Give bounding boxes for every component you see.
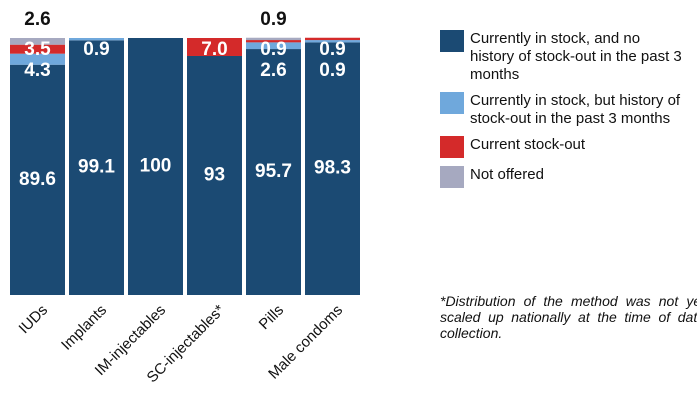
chart: 89.62.63.54.3IUDs99.10.9Implants100IM-in… [10,9,360,386]
legend-swatch [440,30,464,52]
value-label: 0.9 [83,39,109,60]
bar-segment [128,38,183,295]
value-label: 0.9 [319,60,345,81]
bar-segment [246,42,301,50]
bar-segment [246,40,301,43]
legend-label: Not offered [470,166,544,183]
bar-segment [187,38,242,56]
bar-segment [10,44,65,54]
value-label: 89.6 [19,169,56,190]
legend-label: Currently in stock, and no history of st… [470,30,682,83]
x-tick-label: Implants [58,302,110,354]
value-label: 95.7 [255,161,292,182]
legend-item: Currently in stock, and no history of st… [440,30,690,84]
x-tick-label: IUDs [16,302,52,338]
value-label: 2.6 [24,9,50,30]
legend-item: Currently in stock, but history of stock… [440,92,690,128]
bar-segment [305,42,360,295]
x-tick-label: Pills [256,302,287,333]
bar-segment [69,40,124,295]
bar-segment [246,37,301,41]
legend: Currently in stock, and no history of st… [440,30,690,196]
value-label: 2.6 [260,60,286,81]
legend-swatch [440,92,464,114]
bar-segment [10,53,65,65]
legend-swatch [440,166,464,188]
bar-segment [10,64,65,295]
bar-segment [187,55,242,295]
legend-item: Current stock-out [440,136,690,158]
bar-segment [305,40,360,43]
legend-label: Current stock-out [470,136,586,153]
value-label: 98.3 [314,158,351,179]
value-label: 7.0 [201,39,227,60]
value-label: 0.9 [260,39,286,60]
legend-item: Not offered [440,166,690,188]
bar-segment [69,38,124,41]
value-label: 99.1 [78,157,115,178]
value-label: 0.9 [260,9,286,30]
value-label: 93 [204,165,225,186]
value-label: 0.9 [319,39,345,60]
value-label: 4.3 [24,60,50,81]
legend-swatch [440,136,464,158]
bar-segment [10,38,65,45]
bar-segment [246,49,301,296]
value-label: 100 [140,156,172,177]
bar-segment [305,37,360,41]
annotation: *Distribution of the method was not yet … [440,293,697,341]
value-label: 3.5 [24,39,51,60]
legend-label: Currently in stock, but history of stock… [470,92,681,127]
